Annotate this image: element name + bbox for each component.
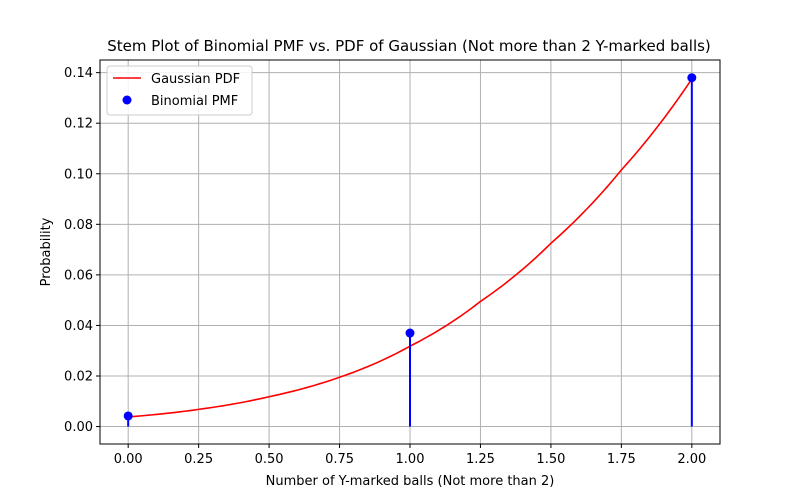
stem-marker (405, 328, 415, 338)
x-tick-label: 0.00 (114, 452, 143, 467)
grid (100, 60, 720, 444)
x-tick-label: 1.25 (466, 452, 495, 467)
plot-data (123, 73, 697, 427)
y-tick-label: 0.06 (64, 268, 93, 283)
stem-marker (687, 73, 697, 83)
y-tick-label: 0.14 (64, 66, 93, 81)
x-tick-label: 0.25 (184, 452, 213, 467)
y-tick-label: 0.00 (64, 420, 93, 435)
x-tick-label: 1.00 (396, 452, 425, 467)
axis-ticks: 0.00 0.25 0.50 0.75 1.00 1.25 1.50 1.75 2.00 0.00… (64, 66, 706, 467)
y-tick-label: 0.02 (64, 369, 93, 384)
legend-label: Binomial PMF (151, 94, 238, 109)
x-axis-title: Number of Y-marked balls (Not more than … (266, 474, 555, 489)
x-tick-label: 1.75 (607, 452, 636, 467)
y-tick-label: 0.08 (64, 218, 93, 233)
y-tick-label: 0.12 (64, 117, 93, 132)
y-tick-label: 0.04 (64, 319, 93, 334)
x-tick-label: 0.75 (325, 452, 354, 467)
stem-marker (123, 411, 133, 421)
x-tick-label: 0.50 (255, 452, 284, 467)
legend-swatch-marker (122, 95, 132, 105)
legend-label: Gaussian PDF (151, 72, 240, 87)
x-tick-label: 2.00 (677, 452, 706, 467)
chart-title: Stem Plot of Binomial PMF vs. PDF of Gau… (107, 37, 711, 55)
y-tick-label: 0.10 (64, 167, 93, 182)
legend: Gaussian PDF Binomial PMF (106, 65, 253, 116)
x-tick-label: 1.50 (536, 452, 565, 467)
legend-box (106, 65, 253, 116)
y-axis-title: Probability (39, 217, 54, 286)
